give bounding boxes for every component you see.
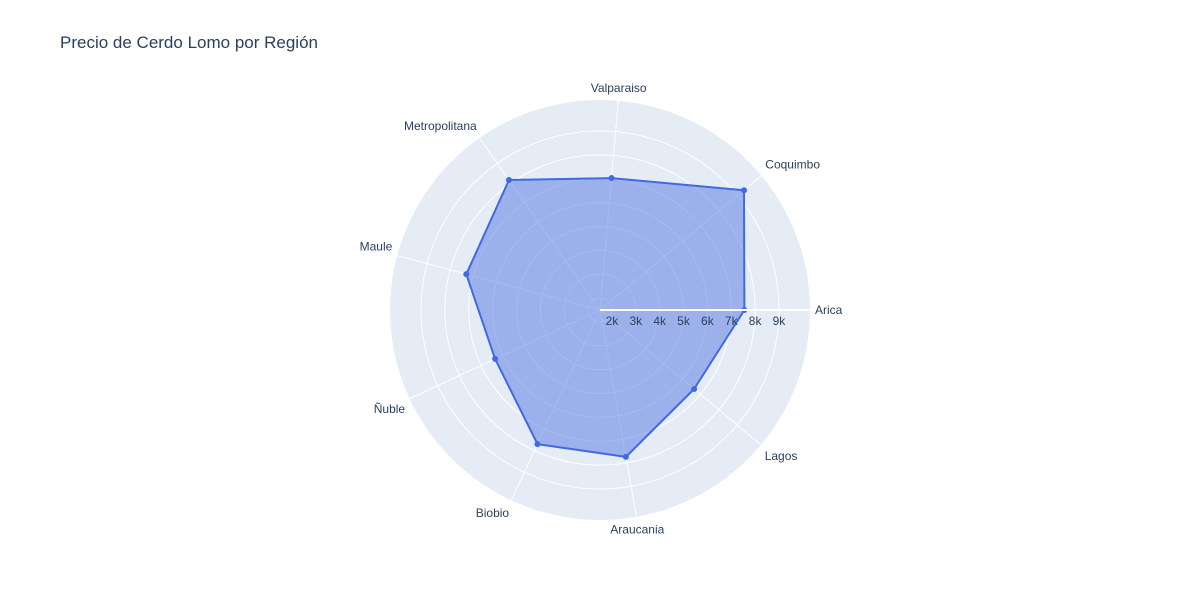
category-label-araucania: Araucania [610,523,664,537]
label-layer: Arica Coquimbo Valparaiso Metropolitana Maul… [360,81,843,537]
data-layer [463,175,748,460]
category-label-ñuble: Ñuble [374,402,406,416]
data-point-metropolitana[interactable] [505,177,512,184]
category-label-valparaiso: Valparaiso [591,81,647,95]
series-area [465,177,746,458]
category-label-metropolitana: Metropolitana [404,119,477,133]
chart-title: Precio de Cerdo Lomo por Región [60,33,318,52]
radial-tick-label: 2k [606,314,620,328]
radial-tick-label: 5k [677,314,691,328]
data-point-ñuble[interactable] [492,355,499,362]
category-label-arica: Arica [815,303,843,317]
data-point-coquimbo[interactable] [741,187,748,194]
category-label-biobio: Biobio [476,506,510,520]
radial-tick-label: 4k [653,314,667,328]
category-label-coquimbo: Coquimbo [765,158,820,172]
tick-layer: 2k 3k 4k 5k 6k 7k 8k 9k [600,309,810,328]
data-point-maule[interactable] [463,271,470,278]
data-point-valparaiso[interactable] [608,175,615,182]
category-label-lagos: Lagos [765,449,798,463]
data-point-lagos[interactable] [691,385,698,392]
radial-tick-label: 3k [629,314,643,328]
radial-tick-label: 7k [725,314,739,328]
category-label-maule: Maule [360,239,393,253]
data-point-biobio[interactable] [534,441,541,448]
radial-tick-label: 8k [749,314,763,328]
radial-tick-label: 9k [773,314,787,328]
data-point-araucania[interactable] [622,453,629,460]
radial-tick-label: 6k [701,314,715,328]
